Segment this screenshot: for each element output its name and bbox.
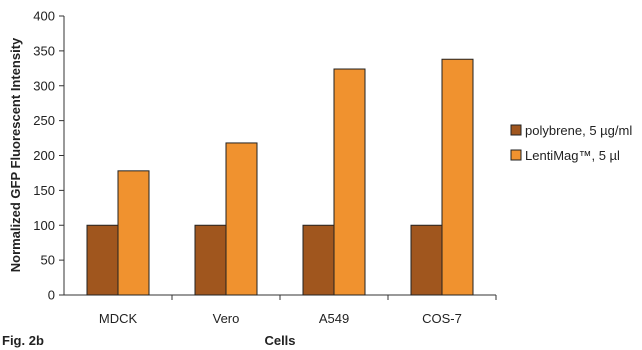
y-tick-label: 50 <box>41 253 55 268</box>
x-axis-title: Cells <box>264 333 295 348</box>
bars <box>86 58 474 296</box>
legend-label-lentimag: LentiMag™, 5 µl <box>525 148 620 163</box>
legend-swatch-lentimag <box>510 149 522 161</box>
x-tick-label: Vero <box>213 311 240 326</box>
x-tick-label: MDCK <box>99 311 138 326</box>
y-tick-label: 350 <box>33 43 55 58</box>
legend-swatch-polybrene <box>510 124 522 136</box>
y-tick-label: 300 <box>33 78 55 93</box>
bar-polybrene-cos-7 <box>410 224 443 296</box>
y-tick-label: 400 <box>33 9 55 24</box>
x-tick-label: A549 <box>319 311 349 326</box>
y-tick-label: 200 <box>33 148 55 163</box>
bar-lentimag-vero <box>225 142 258 296</box>
y-tick-label: 100 <box>33 218 55 233</box>
legend: polybrene, 5 µg/ml LentiMag™, 5 µl <box>510 123 632 163</box>
bar-lentimag-cos-7 <box>441 58 474 296</box>
x-tick-label: COS-7 <box>422 311 462 326</box>
figure-label: Fig. 2b <box>2 333 44 348</box>
y-tick-label: 0 <box>48 288 55 303</box>
y-tick-label: 250 <box>33 113 55 128</box>
bar-polybrene-vero <box>194 224 227 296</box>
bar-polybrene-mdck <box>86 224 119 296</box>
bar-lentimag-mdck <box>117 170 150 296</box>
legend-label-polybrene: polybrene, 5 µg/ml <box>525 123 632 138</box>
x-tick-labels: MDCK Vero A549 COS-7 <box>99 295 497 326</box>
y-tick-label: 150 <box>33 183 55 198</box>
y-axis-title: Normalized GFP Fluorescent Intensity <box>8 37 23 272</box>
bar-lentimag-a549 <box>333 68 366 296</box>
y-tick-labels: 0 50 100 150 200 250 300 350 400 <box>33 9 64 303</box>
bar-polybrene-a549 <box>302 224 335 296</box>
